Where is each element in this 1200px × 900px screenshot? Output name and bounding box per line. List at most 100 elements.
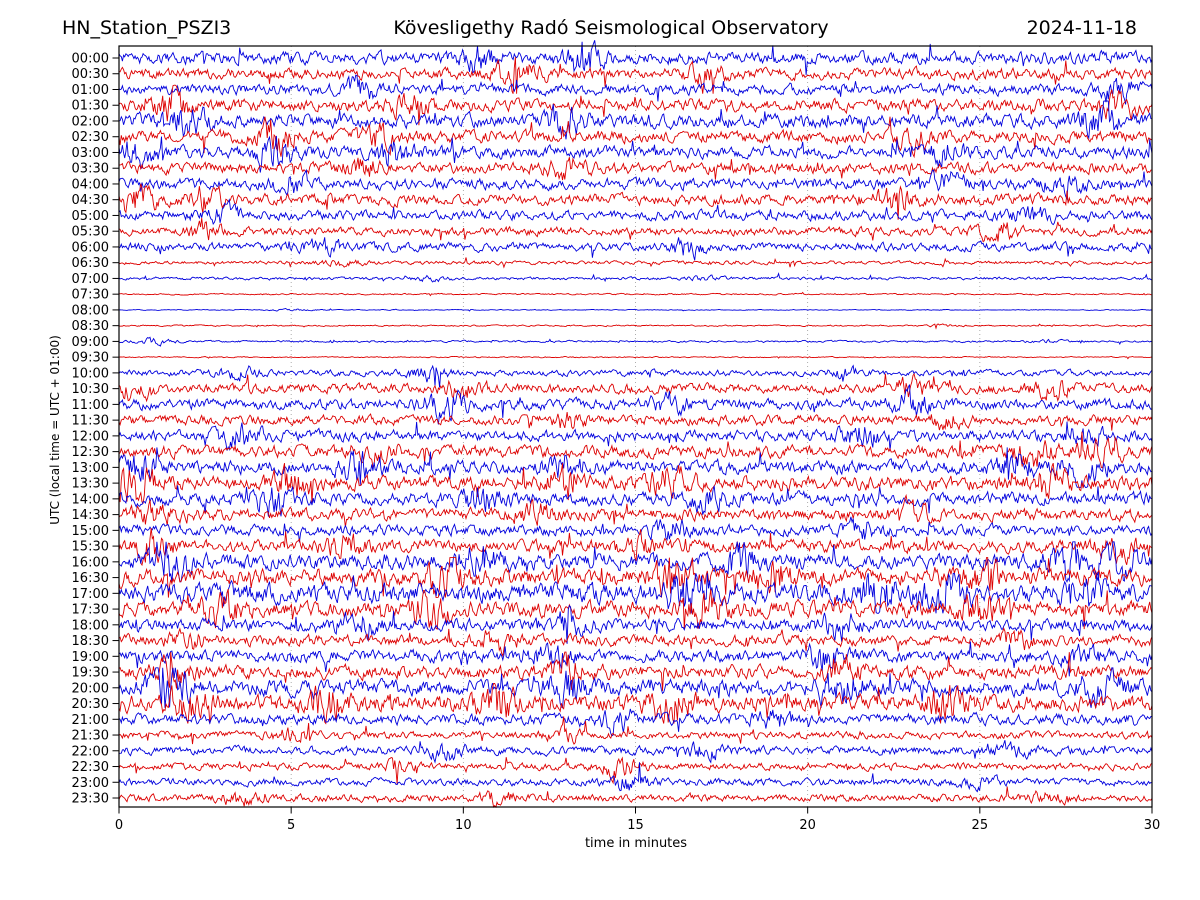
y-tick-label-19:30: 19:30 bbox=[72, 666, 109, 681]
seismogram-trace-08:30 bbox=[118, 323, 1153, 330]
seismogram-trace-08:00 bbox=[118, 308, 1153, 312]
seismogram-trace-06:00 bbox=[118, 237, 1153, 261]
seismogram-trace-01:30 bbox=[118, 84, 1153, 126]
y-tick-label-11:30: 11:30 bbox=[72, 414, 109, 429]
y-tick-label-09:30: 09:30 bbox=[72, 351, 109, 366]
x-tick-label-5: 5 bbox=[287, 818, 295, 833]
seismogram-trace-22:00 bbox=[118, 740, 1153, 764]
seismogram-trace-16:30 bbox=[118, 557, 1153, 599]
y-tick-label-12:00: 12:00 bbox=[72, 429, 109, 444]
seismogram-trace-18:00 bbox=[118, 604, 1153, 644]
y-tick-label-15:30: 15:30 bbox=[72, 540, 109, 555]
y-tick-label-19:00: 19:00 bbox=[72, 650, 109, 665]
seismogram-trace-00:00 bbox=[118, 40, 1153, 75]
y-tick-label-07:30: 07:30 bbox=[72, 288, 109, 303]
y-tick-label-00:30: 00:30 bbox=[72, 67, 109, 82]
y-tick-label-14:30: 14:30 bbox=[72, 508, 109, 523]
seismogram-trace-05:00 bbox=[118, 198, 1153, 226]
seismogram-trace-23:30 bbox=[118, 786, 1153, 809]
seismogram-trace-06:30 bbox=[118, 257, 1153, 269]
seismogram-trace-02:00 bbox=[118, 100, 1153, 140]
y-tick-label-13:30: 13:30 bbox=[72, 477, 109, 492]
seismogram-trace-22:30 bbox=[118, 756, 1153, 785]
seismogram-trace-20:00 bbox=[118, 667, 1153, 709]
y-tick-label-05:00: 05:00 bbox=[72, 209, 109, 224]
seismogram-trace-12:30 bbox=[118, 431, 1153, 469]
seismogram-trace-18:30 bbox=[118, 627, 1153, 658]
seismogram-trace-13:00 bbox=[118, 447, 1153, 489]
seismogram-trace-19:30 bbox=[118, 651, 1153, 691]
y-tick-label-03:30: 03:30 bbox=[72, 162, 109, 177]
y-tick-label-03:00: 03:00 bbox=[72, 146, 109, 161]
seismogram-trace-20:30 bbox=[118, 683, 1153, 725]
y-tick-label-05:30: 05:30 bbox=[72, 225, 109, 240]
x-tick-label-10: 10 bbox=[455, 818, 472, 833]
y-tick-label-20:00: 20:00 bbox=[72, 681, 109, 696]
y-tick-label-18:00: 18:00 bbox=[72, 618, 109, 633]
x-tick-label-15: 15 bbox=[627, 818, 644, 833]
station-title: HN_Station_PSZI3 bbox=[62, 17, 232, 39]
seismogram-trace-19:00 bbox=[118, 641, 1153, 677]
y-tick-label-18:30: 18:30 bbox=[72, 634, 109, 649]
y-tick-label-16:00: 16:00 bbox=[72, 555, 109, 570]
seismogram-trace-12:00 bbox=[118, 421, 1153, 452]
seismogram-trace-14:00 bbox=[118, 485, 1152, 517]
seismogram-trace-23:00 bbox=[118, 762, 1153, 793]
y-tick-label-08:00: 08:00 bbox=[72, 303, 109, 318]
y-tick-label-22:30: 22:30 bbox=[72, 760, 109, 775]
y-tick-label-08:30: 08:30 bbox=[72, 319, 109, 334]
y-tick-label-10:00: 10:00 bbox=[72, 366, 109, 381]
y-tick-label-09:00: 09:00 bbox=[72, 335, 109, 350]
seismogram-trace-05:30 bbox=[118, 217, 1153, 243]
y-tick-label-11:00: 11:00 bbox=[72, 398, 109, 413]
y-tick-label-06:30: 06:30 bbox=[72, 256, 109, 271]
y-tick-label-14:00: 14:00 bbox=[72, 492, 109, 507]
y-tick-label-16:30: 16:30 bbox=[72, 571, 109, 586]
seismogram-trace-11:00 bbox=[118, 384, 1153, 425]
seismogram-trace-02:30 bbox=[118, 116, 1153, 159]
y-tick-label-12:30: 12:30 bbox=[72, 445, 109, 460]
y-tick-label-04:00: 04:00 bbox=[72, 177, 109, 192]
seismogram-trace-14:30 bbox=[118, 493, 1153, 528]
observatory-title: Kövesligethy Radó Seismological Observat… bbox=[393, 17, 829, 39]
x-tick-label-0: 0 bbox=[115, 818, 123, 833]
y-tick-label-04:30: 04:30 bbox=[72, 193, 109, 208]
seismogram-trace-21:30 bbox=[118, 716, 1153, 745]
seismogram-trace-10:00 bbox=[118, 364, 1153, 388]
y-tick-label-17:30: 17:30 bbox=[72, 603, 109, 618]
trace-group bbox=[118, 40, 1153, 809]
seismogram-trace-04:30 bbox=[118, 183, 1153, 220]
y-tick-label-02:00: 02:00 bbox=[72, 114, 109, 129]
seismogram-trace-15:30 bbox=[118, 528, 1153, 567]
y-tick-label-21:00: 21:00 bbox=[72, 713, 109, 728]
x-tick-label-30: 30 bbox=[1144, 818, 1161, 833]
y-tick-label-20:30: 20:30 bbox=[72, 697, 109, 712]
x-tick-label-25: 25 bbox=[972, 818, 989, 833]
y-tick-label-15:00: 15:00 bbox=[72, 524, 109, 539]
seismogram-trace-01:00 bbox=[118, 74, 1153, 105]
seismogram-trace-13:30 bbox=[118, 462, 1153, 505]
date-title: 2024-11-18 bbox=[1026, 17, 1137, 39]
seismogram-trace-03:30 bbox=[118, 157, 1152, 181]
seismogram-trace-15:00 bbox=[118, 516, 1153, 543]
y-tick-label-17:00: 17:00 bbox=[72, 587, 109, 602]
seismogram-trace-16:00 bbox=[118, 540, 1153, 583]
seismogram-trace-03:00 bbox=[118, 135, 1153, 173]
x-tick-label-20: 20 bbox=[799, 818, 816, 833]
seismogram-trace-09:00 bbox=[118, 336, 1153, 347]
seismogram-trace-11:30 bbox=[118, 411, 1153, 431]
seismogram-trace-04:00 bbox=[118, 168, 1153, 201]
y-tick-label-01:00: 01:00 bbox=[72, 83, 109, 98]
y-tick-label-06:00: 06:00 bbox=[72, 240, 109, 255]
y-tick-label-10:30: 10:30 bbox=[72, 382, 109, 397]
y-tick-label-23:30: 23:30 bbox=[72, 792, 109, 807]
seismogram-trace-00:30 bbox=[118, 57, 1153, 94]
y-tick-label-07:00: 07:00 bbox=[72, 272, 109, 287]
y-tick-label-02:30: 02:30 bbox=[72, 130, 109, 145]
seismogram-trace-21:00 bbox=[118, 708, 1152, 737]
y-tick-label-13:00: 13:00 bbox=[72, 461, 109, 476]
y-tick-label-00:00: 00:00 bbox=[72, 52, 109, 67]
y-tick-label-22:00: 22:00 bbox=[72, 744, 109, 759]
